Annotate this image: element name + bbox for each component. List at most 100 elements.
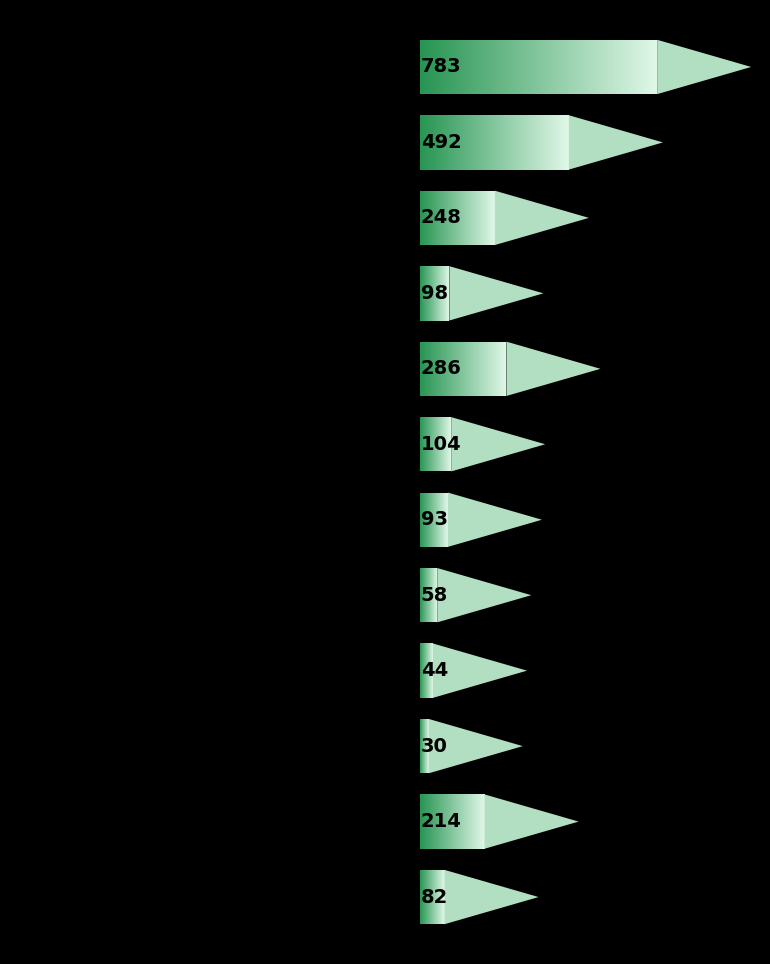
Bar: [514, 40, 515, 94]
Bar: [569, 40, 570, 94]
Bar: [567, 40, 568, 94]
Bar: [459, 40, 460, 94]
Bar: [607, 40, 608, 94]
Bar: [545, 40, 547, 94]
Bar: [648, 40, 649, 94]
Bar: [608, 40, 609, 94]
Bar: [598, 40, 599, 94]
Bar: [425, 40, 426, 94]
Text: 248: 248: [420, 208, 461, 228]
Bar: [469, 40, 470, 94]
Polygon shape: [569, 116, 663, 170]
Bar: [422, 40, 423, 94]
Bar: [470, 40, 471, 94]
Bar: [531, 40, 532, 94]
Bar: [604, 40, 605, 94]
Bar: [523, 40, 524, 94]
Bar: [552, 40, 553, 94]
Bar: [494, 40, 495, 94]
Bar: [420, 40, 421, 94]
Bar: [565, 40, 566, 94]
Bar: [542, 40, 543, 94]
Bar: [476, 40, 477, 94]
Bar: [493, 40, 494, 94]
Bar: [594, 40, 595, 94]
Bar: [454, 40, 455, 94]
Bar: [520, 40, 521, 94]
Bar: [627, 40, 628, 94]
Bar: [430, 40, 431, 94]
Bar: [516, 40, 517, 94]
Bar: [504, 40, 505, 94]
Bar: [593, 40, 594, 94]
Bar: [481, 40, 482, 94]
Bar: [490, 40, 491, 94]
Bar: [647, 40, 648, 94]
Bar: [599, 40, 600, 94]
Bar: [621, 40, 622, 94]
Text: 58: 58: [420, 586, 448, 604]
Bar: [498, 40, 499, 94]
Bar: [503, 40, 504, 94]
Bar: [521, 40, 522, 94]
Text: 492: 492: [420, 133, 461, 152]
Bar: [424, 40, 425, 94]
Bar: [533, 40, 534, 94]
Bar: [574, 40, 575, 94]
Bar: [437, 40, 438, 94]
Bar: [636, 40, 637, 94]
Bar: [616, 40, 617, 94]
Bar: [535, 40, 536, 94]
Bar: [451, 40, 452, 94]
Bar: [534, 40, 535, 94]
Bar: [654, 40, 655, 94]
Bar: [546, 40, 547, 94]
Text: 93: 93: [420, 510, 447, 529]
Bar: [465, 40, 466, 94]
Bar: [450, 40, 451, 94]
Bar: [447, 40, 448, 94]
Bar: [655, 40, 656, 94]
Bar: [613, 40, 614, 94]
Bar: [537, 40, 538, 94]
Bar: [488, 40, 489, 94]
Bar: [547, 40, 548, 94]
Bar: [474, 40, 475, 94]
Bar: [457, 40, 458, 94]
Polygon shape: [507, 341, 601, 396]
Bar: [449, 40, 450, 94]
Bar: [601, 40, 602, 94]
Polygon shape: [448, 493, 542, 547]
Bar: [620, 40, 621, 94]
Bar: [442, 40, 443, 94]
Bar: [529, 40, 530, 94]
Bar: [526, 40, 527, 94]
Bar: [432, 40, 433, 94]
Bar: [460, 40, 461, 94]
Bar: [440, 40, 441, 94]
Bar: [587, 40, 588, 94]
Bar: [505, 40, 506, 94]
Text: 82: 82: [420, 888, 448, 906]
Bar: [642, 40, 643, 94]
Bar: [502, 40, 503, 94]
Bar: [588, 40, 589, 94]
Bar: [434, 40, 435, 94]
Bar: [575, 40, 576, 94]
Bar: [527, 40, 528, 94]
Bar: [554, 40, 555, 94]
Bar: [618, 40, 619, 94]
Bar: [429, 40, 430, 94]
Bar: [592, 40, 593, 94]
Polygon shape: [437, 568, 531, 623]
Bar: [468, 40, 469, 94]
Bar: [448, 40, 449, 94]
Bar: [644, 40, 645, 94]
Bar: [506, 40, 507, 94]
Bar: [564, 40, 565, 94]
Bar: [562, 40, 563, 94]
Bar: [522, 40, 523, 94]
Bar: [541, 40, 542, 94]
Bar: [456, 40, 457, 94]
Bar: [638, 40, 639, 94]
